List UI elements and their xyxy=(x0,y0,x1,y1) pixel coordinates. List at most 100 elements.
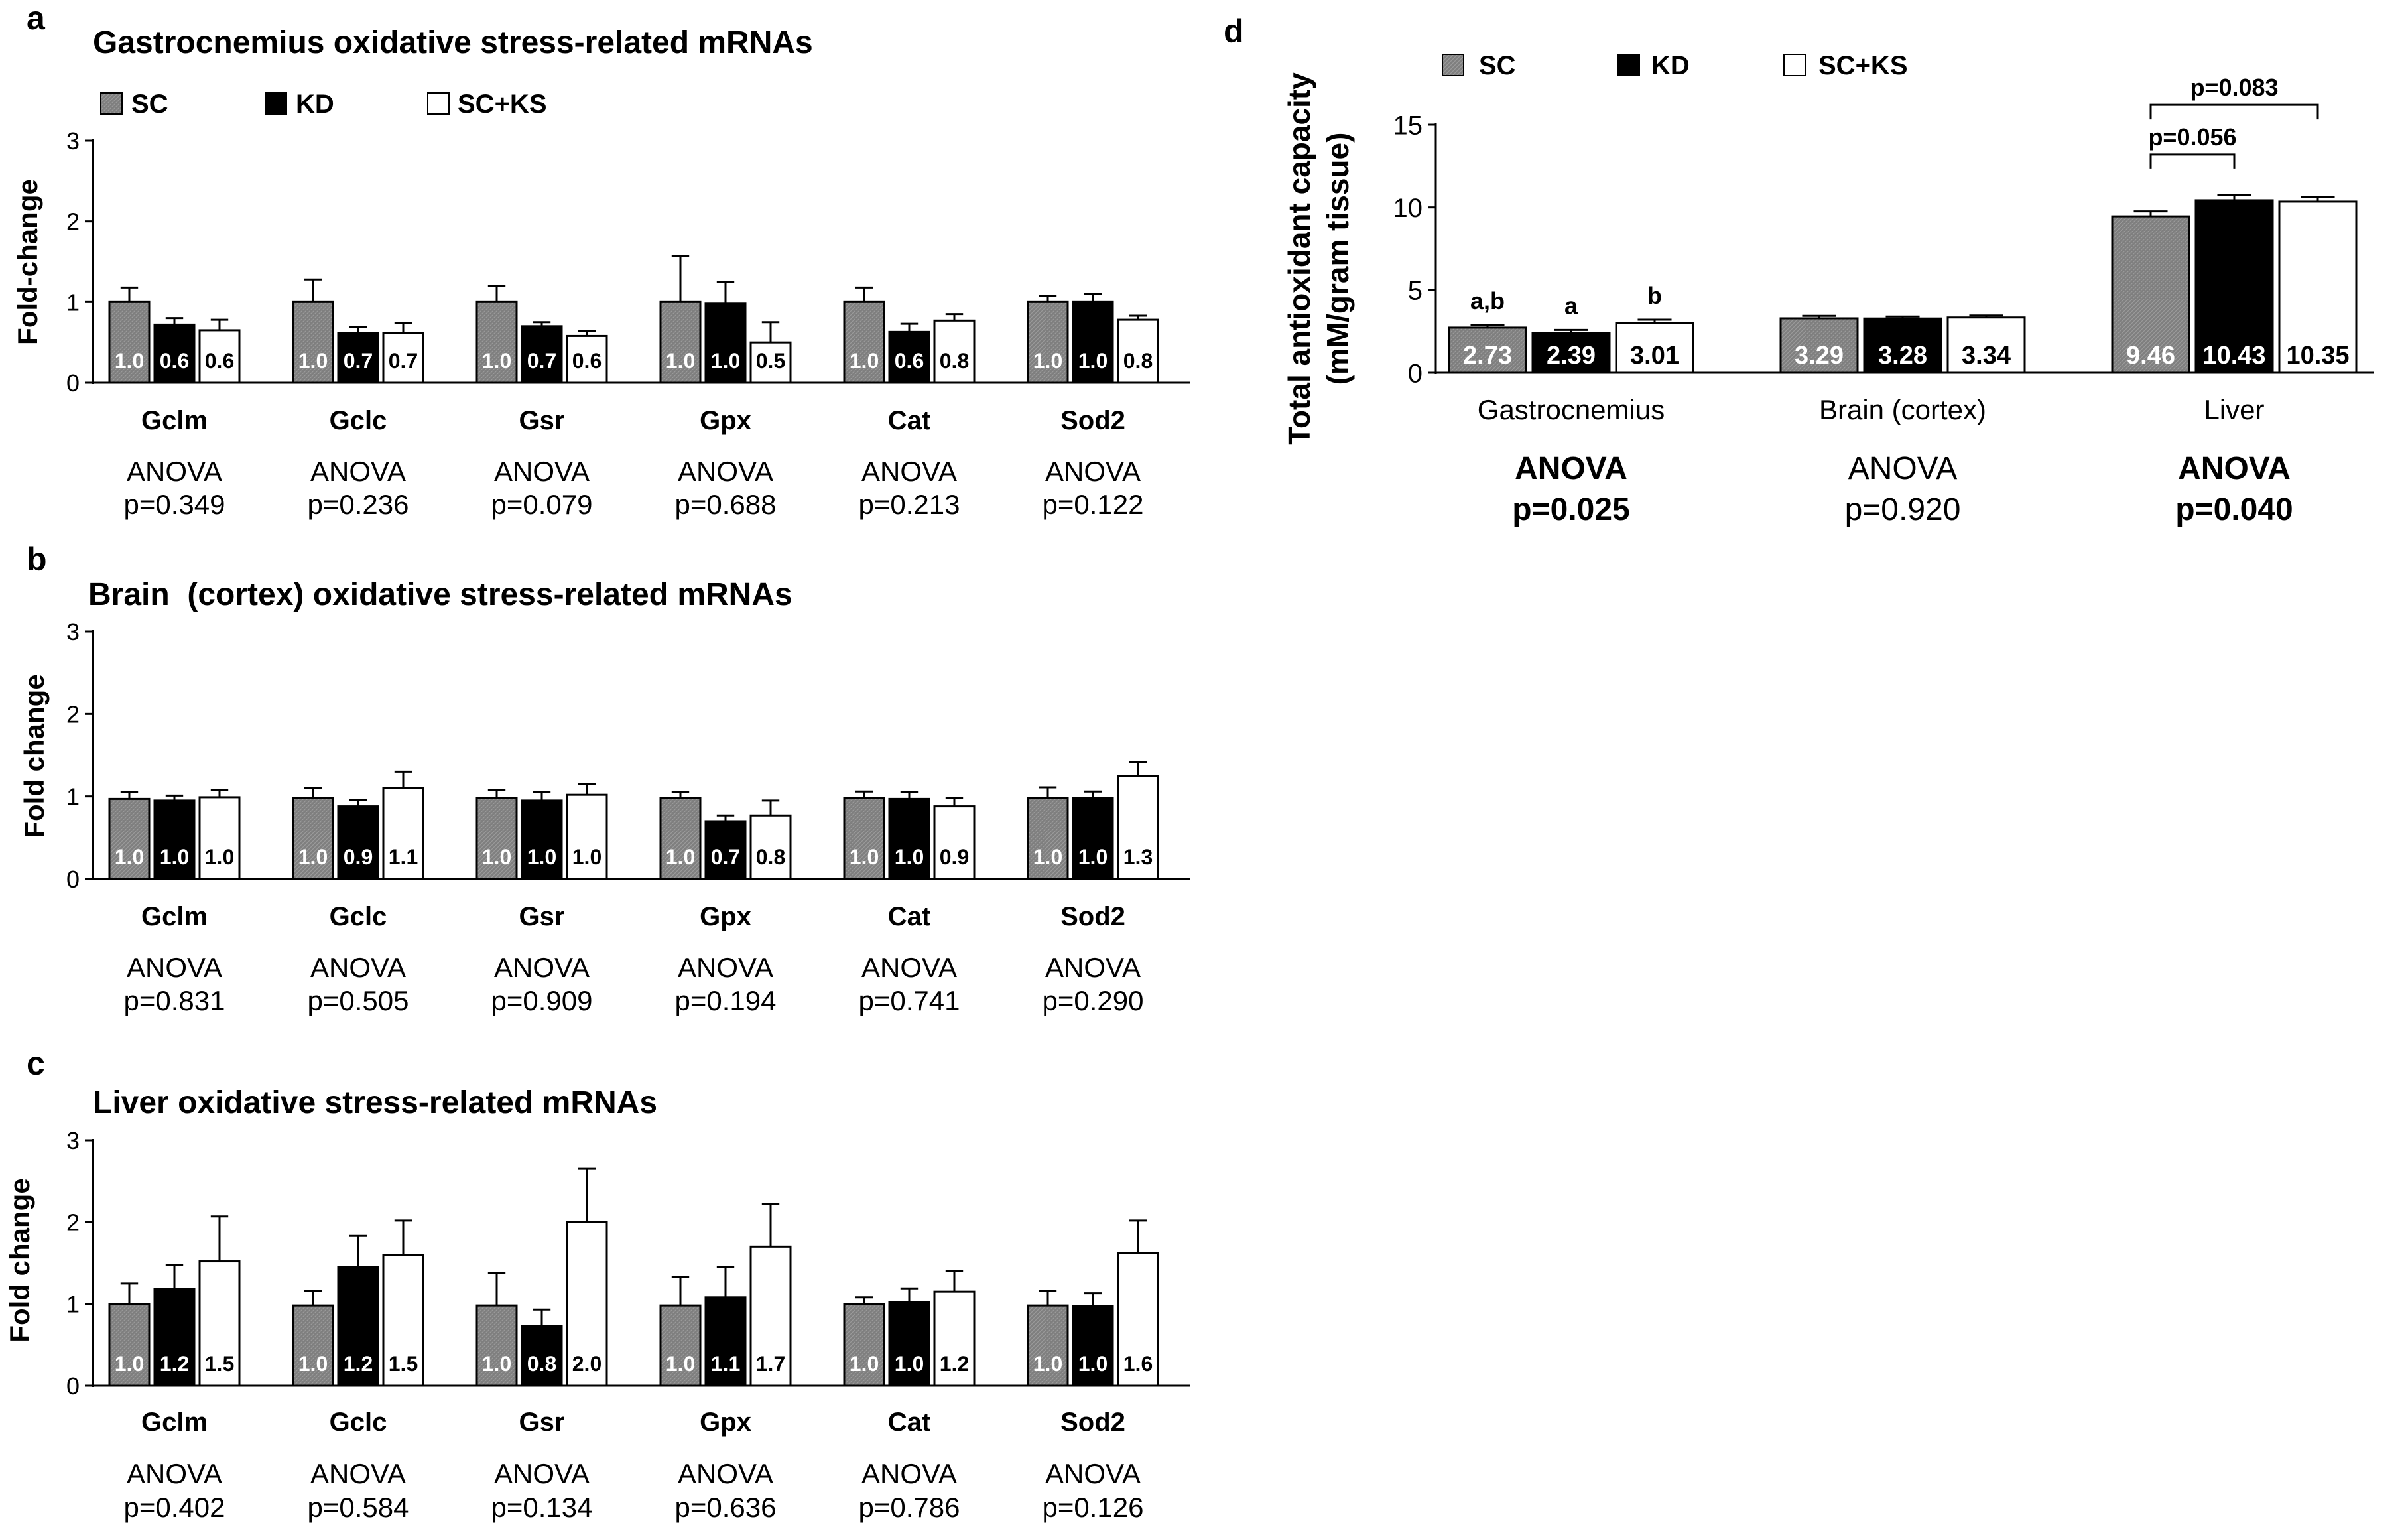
y-axis-label-a: Fold-change xyxy=(12,179,43,345)
category-label-b-Cat: Cat xyxy=(888,902,930,931)
bar-a-Gclc-KD xyxy=(337,332,379,384)
anova-label-a-Gclm: ANOVA xyxy=(127,456,222,487)
anova-label-b-Gsr: ANOVA xyxy=(494,952,590,983)
bar-c-Gpx-SC xyxy=(659,1304,702,1387)
bar-d-Brain (cortex)-SC xyxy=(1779,317,1859,374)
category-label-a-Gclm: Gclm xyxy=(141,406,208,435)
bar-a-Gpx-SC+KS xyxy=(749,341,792,384)
y-tick-label-d-15: 15 xyxy=(1393,111,1423,140)
bar-c-Cat-SC+KS xyxy=(933,1290,976,1387)
value-label-a-Gclc-SC: 1.0 xyxy=(298,349,328,373)
value-label-d-Liver-KD: 10.43 xyxy=(2202,342,2265,369)
bar-a-Cat-SC+KS xyxy=(933,319,976,384)
value-label-c-Gclc-SC+KS: 1.5 xyxy=(389,1352,418,1376)
anova-p-a-Gclc: p=0.236 xyxy=(308,489,409,520)
category-label-d-Gastrocnemius: Gastrocnemius xyxy=(1478,394,1665,425)
anova-p-b-Sod2: p=0.290 xyxy=(1043,985,1144,1016)
category-label-b-Gclm: Gclm xyxy=(141,902,208,931)
y-tick-label-d-0: 0 xyxy=(1408,359,1423,388)
bar-c-Sod2-SC xyxy=(1027,1304,1069,1387)
value-label-d-Brain (cortex)-SC: 3.29 xyxy=(1795,342,1844,369)
legend-a-swatch-sc xyxy=(100,92,123,115)
anova-p-a-Sod2: p=0.122 xyxy=(1043,489,1144,520)
anova-p-a-Cat: p=0.213 xyxy=(859,489,960,520)
value-label-a-Gclc-SC+KS: 0.7 xyxy=(389,349,418,373)
anova-p-c-Cat: p=0.786 xyxy=(859,1492,960,1523)
y-axis-label-c: Fold change xyxy=(4,1178,35,1342)
legend-d-label-scks: SC+KS xyxy=(1818,51,1908,80)
category-label-c-Gclm: Gclm xyxy=(141,1408,208,1437)
anova-label-b-Gpx: ANOVA xyxy=(678,952,773,983)
bar-b-Sod2-SC+KS xyxy=(1117,775,1159,880)
anova-p-c-Gpx: p=0.636 xyxy=(675,1492,777,1523)
anova-label-a-Gsr: ANOVA xyxy=(494,456,590,487)
value-label-b-Cat-KD: 1.0 xyxy=(895,845,924,869)
value-label-a-Gpx-SC+KS: 0.5 xyxy=(756,349,785,373)
y-tick-label-c-2: 2 xyxy=(66,1209,80,1236)
bar-c-Cat-SC xyxy=(843,1303,885,1387)
value-label-d-Brain (cortex)-KD: 3.28 xyxy=(1878,342,1927,369)
value-label-a-Gpx-KD: 1.0 xyxy=(711,349,740,373)
anova-label-b-Cat: ANOVA xyxy=(861,952,957,983)
value-label-a-Gclm-SC: 1.0 xyxy=(115,349,144,373)
bar-b-Cat-SC xyxy=(843,797,885,880)
bar-c-Gclc-SC xyxy=(292,1304,334,1387)
bar-c-Gclm-SC+KS xyxy=(198,1260,241,1387)
y-axis-label-b: Fold change xyxy=(19,674,50,838)
bracket-d-SC-SC+KS xyxy=(2149,103,2319,120)
bar-a-Gclm-SC+KS xyxy=(198,329,241,384)
value-label-c-Gclm-SC+KS: 1.5 xyxy=(205,1352,234,1376)
value-label-b-Gpx-KD: 0.7 xyxy=(711,845,740,869)
bar-b-Cat-KD xyxy=(888,797,930,880)
bar-b-Gsr-SC+KS xyxy=(566,793,608,880)
sig-letter-d-Gastrocnemius-KD: a xyxy=(1564,292,1578,319)
bar-b-Gpx-SC+KS xyxy=(749,814,792,880)
category-label-c-Gclc: Gclc xyxy=(330,1408,387,1437)
anova-label-d-Gastrocnemius: ANOVA xyxy=(1515,451,1627,486)
bar-d-Gastrocnemius-SC xyxy=(1448,326,1527,374)
bar-a-Gclm-KD xyxy=(153,323,196,384)
anova-label-d-Liver: ANOVA xyxy=(2178,451,2291,486)
bar-a-Cat-SC xyxy=(843,300,885,384)
y-tick-label-b-1: 1 xyxy=(66,783,80,811)
bar-c-Sod2-SC+KS xyxy=(1117,1252,1159,1387)
value-label-a-Sod2-KD: 1.0 xyxy=(1078,349,1108,373)
bar-c-Gclm-KD xyxy=(153,1288,196,1387)
anova-label-b-Sod2: ANOVA xyxy=(1045,952,1141,983)
anova-p-d-Brain (cortex): p=0.920 xyxy=(1845,492,1961,527)
value-label-b-Gsr-SC: 1.0 xyxy=(482,845,511,869)
y-tick-label-a-1: 1 xyxy=(66,289,80,316)
anova-p-b-Gclm: p=0.831 xyxy=(124,985,225,1016)
bar-c-Gpx-SC+KS xyxy=(749,1245,792,1387)
anova-p-c-Gclc: p=0.584 xyxy=(308,1492,409,1523)
value-label-b-Sod2-SC+KS: 1.3 xyxy=(1123,845,1153,869)
category-label-a-Cat: Cat xyxy=(888,406,930,435)
anova-p-a-Gsr: p=0.079 xyxy=(491,489,593,520)
value-label-c-Cat-SC: 1.0 xyxy=(850,1352,879,1376)
bar-d-Brain (cortex)-KD xyxy=(1863,317,1942,374)
y-axis-label-d-line2: (mM/gram tissue) xyxy=(1320,133,1355,385)
anova-p-c-Sod2: p=0.126 xyxy=(1043,1492,1144,1523)
bar-b-Gsr-KD xyxy=(521,799,563,880)
value-label-d-Brain (cortex)-SC+KS: 3.34 xyxy=(1962,342,2011,369)
value-label-d-Liver-SC: 9.46 xyxy=(2126,342,2175,369)
value-label-a-Gclc-KD: 0.7 xyxy=(344,349,373,373)
value-label-b-Gsr-KD: 1.0 xyxy=(527,845,556,869)
bar-d-Gastrocnemius-KD xyxy=(1531,332,1611,374)
anova-label-a-Gpx: ANOVA xyxy=(678,456,773,487)
panel-c-title: Liver oxidative stress-related mRNAs xyxy=(93,1085,657,1120)
bar-a-Gclc-SC xyxy=(292,300,334,384)
anova-p-b-Gpx: p=0.194 xyxy=(675,985,777,1016)
value-label-b-Gpx-SC+KS: 0.8 xyxy=(756,845,785,869)
anova-p-a-Gpx: p=0.688 xyxy=(675,489,777,520)
y-tick-label-b-0: 0 xyxy=(66,866,80,893)
category-label-d-Liver: Liver xyxy=(2204,394,2264,425)
value-label-b-Gsr-SC+KS: 1.0 xyxy=(572,845,602,869)
bar-b-Gclm-SC+KS xyxy=(198,796,241,880)
y-tick-label-a-2: 2 xyxy=(66,208,80,235)
panel-letter-a: a xyxy=(27,0,46,36)
value-label-b-Sod2-SC: 1.0 xyxy=(1033,845,1062,869)
bar-c-Gclc-KD xyxy=(337,1266,379,1387)
panel-b-title: Brain (cortex) oxidative stress-related … xyxy=(88,577,792,612)
